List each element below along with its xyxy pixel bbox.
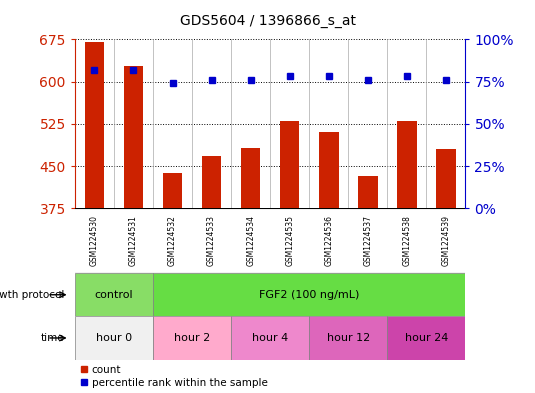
Bar bbox=[163, 173, 182, 208]
Bar bbox=[397, 121, 417, 208]
Bar bbox=[75, 316, 153, 360]
Text: GSM1224539: GSM1224539 bbox=[441, 215, 450, 266]
Bar bbox=[436, 149, 456, 208]
Bar bbox=[75, 273, 153, 316]
Bar bbox=[202, 156, 221, 208]
Text: hour 24: hour 24 bbox=[404, 333, 448, 343]
Text: GSM1224532: GSM1224532 bbox=[168, 215, 177, 266]
Text: hour 12: hour 12 bbox=[327, 333, 370, 343]
Text: FGF2 (100 ng/mL): FGF2 (100 ng/mL) bbox=[259, 290, 360, 300]
Text: GSM1224536: GSM1224536 bbox=[324, 215, 333, 266]
Text: time: time bbox=[41, 333, 64, 343]
Bar bbox=[124, 66, 143, 208]
Text: hour 0: hour 0 bbox=[96, 333, 132, 343]
Text: hour 2: hour 2 bbox=[174, 333, 210, 343]
Bar bbox=[153, 316, 231, 360]
Bar bbox=[319, 132, 339, 208]
Text: GSM1224533: GSM1224533 bbox=[207, 215, 216, 266]
Text: growth protocol: growth protocol bbox=[0, 290, 64, 300]
Bar bbox=[153, 273, 465, 316]
Bar bbox=[309, 316, 387, 360]
Legend: count, percentile rank within the sample: count, percentile rank within the sample bbox=[80, 365, 268, 388]
Text: GSM1224531: GSM1224531 bbox=[129, 215, 138, 266]
Text: GSM1224538: GSM1224538 bbox=[402, 215, 411, 266]
Bar bbox=[85, 42, 104, 208]
Bar bbox=[387, 316, 465, 360]
Text: GSM1224534: GSM1224534 bbox=[246, 215, 255, 266]
Bar bbox=[231, 316, 309, 360]
Text: GSM1224530: GSM1224530 bbox=[90, 215, 99, 266]
Text: control: control bbox=[95, 290, 133, 300]
Bar bbox=[280, 121, 300, 208]
Bar bbox=[241, 148, 261, 208]
Text: GDS5604 / 1396866_s_at: GDS5604 / 1396866_s_at bbox=[180, 14, 355, 28]
Text: GSM1224535: GSM1224535 bbox=[285, 215, 294, 266]
Text: hour 4: hour 4 bbox=[252, 333, 288, 343]
Bar bbox=[358, 176, 378, 208]
Text: GSM1224537: GSM1224537 bbox=[363, 215, 372, 266]
